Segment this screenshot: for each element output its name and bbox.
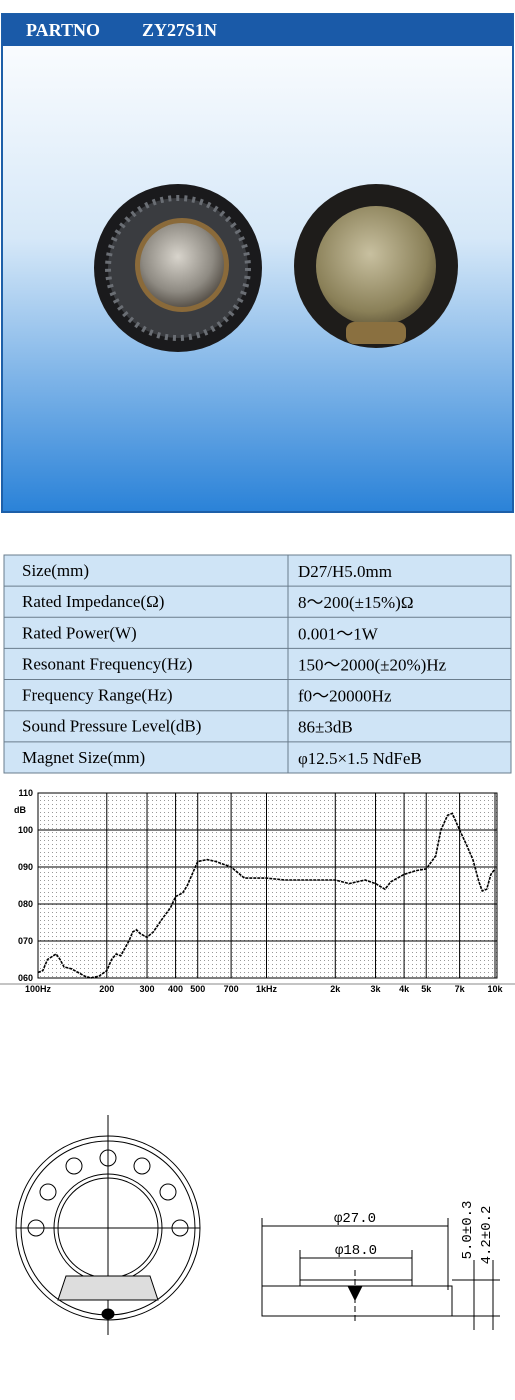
spec-value: 0.001～1W: [298, 624, 379, 643]
speaker-front: [94, 184, 262, 352]
spec-value: 150～2000(±20%)Hz: [298, 655, 447, 674]
response-line: [37, 812, 496, 979]
spec-name: Rated Power(W): [22, 623, 137, 642]
x-tick-label: 10k: [487, 984, 503, 994]
x-tick-label: 5k: [421, 984, 432, 994]
spec-name: Resonant Frequency(Hz): [22, 654, 192, 673]
height-body: 4.2±0.2: [479, 1206, 495, 1265]
x-tick-label: 1kHz: [256, 984, 278, 994]
frequency-chart: 060 070 080 090 100 110 dB 100Hz 200 300 400 500 700…: [0, 788, 515, 994]
part-number: ZY27S1N: [142, 20, 217, 40]
x-tick-label: 400: [168, 984, 183, 994]
x-tick-label: 3k: [371, 984, 382, 994]
spec-name: Sound Pressure Level(dB): [22, 717, 201, 736]
spec-name: Magnet Size(mm): [22, 748, 145, 767]
x-tick-label: 500: [190, 984, 205, 994]
title-label: PARTNO: [26, 20, 100, 40]
spec-value: φ12.5×1.5 NdFeB: [298, 749, 422, 768]
spec-value: 8～200(±15%)Ω: [298, 593, 413, 612]
y-tick-label: 100: [18, 825, 33, 835]
x-tick-label: 4k: [399, 984, 410, 994]
y-tick-label: 060: [18, 973, 33, 983]
outer-diameter: φ27.0: [334, 1211, 376, 1227]
spec-value: f0～20000Hz: [298, 687, 392, 706]
x-tick-label: 300: [140, 984, 155, 994]
plot-area: [37, 792, 498, 979]
x-tick-label: 200: [99, 984, 114, 994]
spec-value: D27/H5.0mm: [298, 562, 392, 581]
speaker-back: [294, 184, 458, 348]
spec-name: Size(mm): [22, 561, 89, 580]
y-tick-label: 090: [18, 862, 33, 872]
x-tick-label: 700: [224, 984, 239, 994]
title-bar: [2, 14, 513, 46]
spec-name: Rated Impedance(Ω): [22, 592, 164, 611]
y-axis-label: dB: [14, 805, 26, 815]
x-tick-label: 100Hz: [25, 984, 52, 994]
x-tick-label: 2k: [330, 984, 341, 994]
spec-value: 86±3dB: [298, 718, 353, 737]
spec-table: Size(mm) D27/H5.0mm Rated Impedance(Ω) 8～20…: [3, 554, 512, 774]
inner-diameter: φ18.0: [335, 1243, 377, 1259]
front-drawing: [15, 1115, 201, 1335]
y-tick-label: 080: [18, 899, 33, 909]
y-tick-label: 070: [18, 936, 33, 946]
height-total: 5.0±0.3: [460, 1201, 476, 1260]
spec-name: Frequency Range(Hz): [22, 686, 173, 705]
x-tick-label: 7k: [455, 984, 466, 994]
side-drawing: [261, 1218, 500, 1330]
y-tick-label: 110: [18, 788, 33, 798]
